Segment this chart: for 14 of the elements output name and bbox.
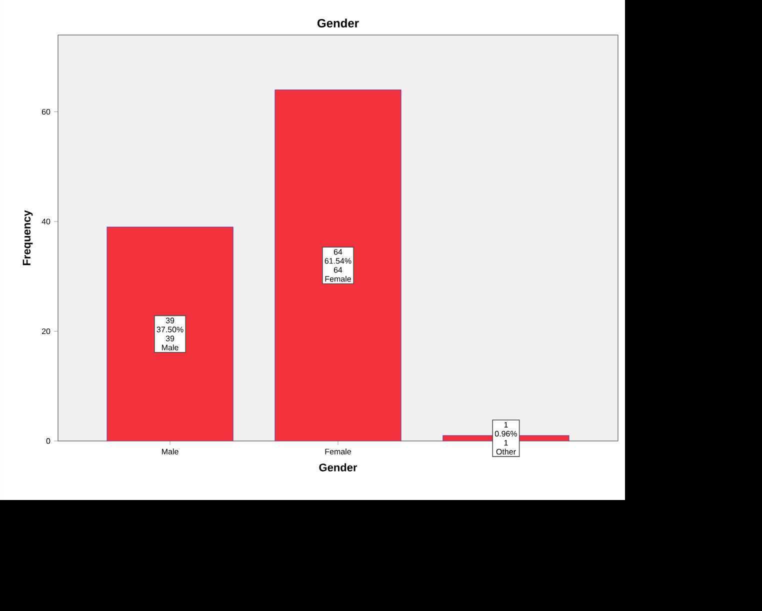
data-label: 39 37.50% 39 Male — [156, 318, 184, 350]
y-axis-title: Frequency — [22, 210, 33, 266]
x-tick-label: Male — [162, 448, 178, 454]
y-tick-label: 60 — [42, 108, 50, 115]
x-axis-title: Gender — [319, 463, 358, 472]
bar — [274, 90, 402, 441]
data-label: 1 0.96% 1 Other — [494, 422, 518, 455]
y-tick-label: 40 — [42, 218, 50, 224]
y-tick-label: 0 — [46, 438, 50, 444]
chart-title: Gender — [317, 18, 359, 28]
y-tick-label: 20 — [42, 328, 50, 334]
data-label: 64 61.54% 64 Female — [324, 249, 352, 282]
bar — [106, 226, 234, 441]
x-tick-label: Female — [325, 448, 351, 454]
